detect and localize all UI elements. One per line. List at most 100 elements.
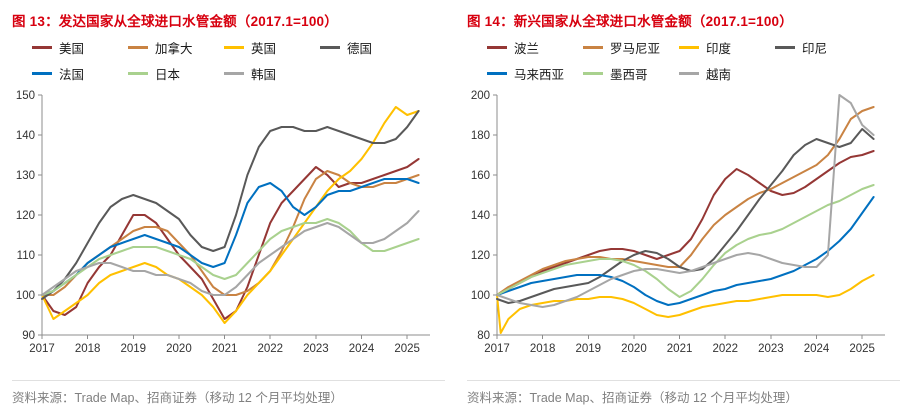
x-tick-label: 2021 [212,343,238,355]
chart-canvas-1: 80 100 120 140 160 180 200 2017 2018 2019 2020 2021… [471,90,885,355]
legend-line-swatch-japan [128,72,148,75]
x-tick-label: 2019 [575,343,601,355]
legend-line-swatch-malaysia [487,72,507,75]
y-tick-label: 90 [22,330,35,342]
x-tick-label: 2021 [667,343,693,355]
legend-line-swatch-france [32,72,52,75]
legend-line-swatch-india [679,46,699,49]
y-tick-label: 120 [16,210,35,222]
chart-panel-developed-countries: 图 13：发达国家从全球进口水管金额（2017.1=100） 美国 加拿大 英国 德国… [12,14,445,406]
y-tick-label: 180 [471,130,490,142]
x-tick-label: 2020 [621,343,647,355]
series-line-poland [496,150,875,296]
chart-panel-emerging-countries: 图 14：新兴国家从全球进口水管金额（2017.1=100） 波兰 罗马尼亚 印度 印… [455,0,910,414]
series-line-germany [41,110,420,300]
y-tick-label: 100 [471,290,490,302]
x-tick-label: 2017 [29,343,55,355]
x-tick-label: 2018 [530,343,556,355]
legend-label-vietnam: 越南 [706,68,732,82]
y-tick-label: 100 [16,290,35,302]
legend-line-swatch-vietnam [679,72,699,75]
legend-item-poland: 波兰 [487,38,583,57]
legend-item-canada: 加拿大 [128,38,224,57]
legend-item-vietnam: 越南 [679,64,775,83]
source-note-figure-13: 资料来源：Trade Map、招商证券（移动 12 个月平均处理） [12,380,445,406]
legend-label-malaysia: 马来西亚 [514,68,565,82]
series-line-uk [41,106,420,324]
x-tick-label: 2022 [257,343,283,355]
series-line-us [41,158,420,320]
y-tick-label: 110 [17,250,35,262]
series-line-japan [41,218,420,296]
x-tick-label: 2024 [804,343,830,355]
x-tick-label: 2025 [849,343,875,355]
y-tick-label: 130 [16,170,35,182]
legend-line-swatch-uk [224,46,244,49]
legend-line-swatch-romania [583,46,603,49]
legend-item-japan: 日本 [128,64,224,83]
legend-label-france: 法国 [59,68,85,82]
y-tick-label: 200 [471,90,490,102]
legend-line-swatch-mexico [583,72,603,75]
legend-label-us: 美国 [59,42,85,56]
legend-line-swatch-indonesia [775,46,795,49]
legend-figure-14: 波兰 罗马尼亚 印度 印尼马来西亚 墨西哥 越南 [487,38,900,83]
series-line-vietnam [496,94,875,308]
y-tick-label: 120 [471,250,490,262]
y-tick-label: 80 [477,330,490,342]
x-tick-label: 2023 [303,343,329,355]
series-line-mexico [496,184,875,298]
x-tick-label: 2022 [712,343,738,355]
legend-item-indonesia: 印尼 [775,38,871,57]
legend-label-korea: 韩国 [251,68,277,82]
y-tick-label: 160 [471,170,490,182]
legend-item-germany: 德国 [320,38,416,57]
legend-label-germany: 德国 [347,42,373,56]
source-note-figure-14: 资料来源：Trade Map、招商证券（移动 12 个月平均处理） [467,380,900,406]
legend-label-poland: 波兰 [514,42,540,56]
legend-item-india: 印度 [679,38,775,57]
legend-line-swatch-korea [224,72,244,75]
legend-item-us: 美国 [32,38,128,57]
series-line-france [41,178,420,296]
series-line-india [496,274,875,334]
x-tick-label: 2017 [484,343,510,355]
legend-line-swatch-poland [487,46,507,49]
series-line-malaysia [496,196,875,306]
legend-label-canada: 加拿大 [155,42,193,56]
x-tick-label: 2023 [758,343,784,355]
series-line-indonesia [496,128,875,304]
y-tick-label: 140 [471,210,490,222]
y-tick-label: 140 [16,130,35,142]
legend-line-swatch-germany [320,46,340,49]
legend-label-romania: 罗马尼亚 [610,42,661,56]
legend-label-japan: 日本 [155,68,181,82]
chart-canvas-0: 90 100 110 120 130 140 150 2017 2018 2019 2020 2021… [16,90,430,355]
legend-item-france: 法国 [32,64,128,83]
plot-area-figure-14: 80 100 120 140 160 180 200 2017 2018 2019 2020 2021… [467,87,900,377]
y-tick-label: 150 [16,90,35,102]
series-line-romania [496,106,875,296]
legend-line-swatch-us [32,46,52,49]
legend-item-uk: 英国 [224,38,320,57]
x-tick-label: 2020 [166,343,192,355]
legend-label-uk: 英国 [251,42,277,56]
legend-label-indonesia: 印尼 [802,42,828,56]
x-tick-label: 2024 [349,343,375,355]
x-tick-label: 2025 [394,343,420,355]
chart-title-figure-13: 图 13：发达国家从全球进口水管金额（2017.1=100） [12,14,338,29]
series-line-korea [41,210,420,296]
x-tick-label: 2019 [120,343,146,355]
legend-item-malaysia: 马来西亚 [487,64,583,83]
legend-label-mexico: 墨西哥 [610,68,648,82]
chart-title-figure-14: 图 14：新兴国家从全球进口水管金额（2017.1=100） [467,14,793,29]
legend-item-romania: 罗马尼亚 [583,38,679,57]
legend-line-swatch-canada [128,46,148,49]
legend-figure-13: 美国 加拿大 英国 德国法国 日本 韩国 [32,38,445,83]
legend-label-india: 印度 [706,42,732,56]
legend-item-mexico: 墨西哥 [583,64,679,83]
plot-area-figure-13: 90 100 110 120 130 140 150 2017 2018 2019 2020 2021… [12,87,445,377]
legend-item-korea: 韩国 [224,64,320,83]
x-tick-label: 2018 [75,343,101,355]
